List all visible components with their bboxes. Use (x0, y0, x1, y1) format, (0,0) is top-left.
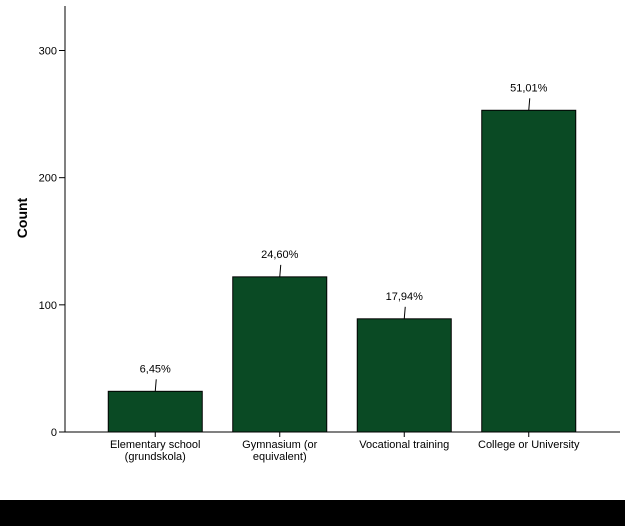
data-label: 6,45% (140, 363, 171, 375)
chart-bars (107, 109, 577, 433)
data-label-leader (154, 379, 157, 392)
x-category-label: Vocational training (359, 439, 449, 451)
bar (356, 318, 452, 433)
chart-labels: Elementary school (grundskola) 6,45% Gymnas… (110, 82, 580, 463)
bar (107, 390, 203, 433)
y-tick-label: 300 (39, 46, 57, 58)
data-label: 17,94% (386, 291, 424, 303)
x-category-label: Gymnasium (or equivalent) (242, 439, 318, 463)
data-label: 51,01% (510, 82, 548, 94)
x-category-label-line: Gymnasium (or (242, 439, 318, 451)
data-label-leader (403, 306, 406, 319)
bar-chart: 0 100 200 300 Elementary school (grundskola)… (14, 6, 620, 463)
data-label-leader (279, 264, 282, 277)
x-category-label-line: College or University (478, 439, 580, 451)
y-axis-label: Count (14, 197, 30, 238)
bar (232, 276, 328, 433)
x-category-label: College or University (478, 439, 580, 451)
x-category-label-line: (grundskola) (125, 451, 186, 463)
x-category-label-line: Vocational training (359, 439, 449, 451)
x-category-label-line: Elementary school (110, 439, 201, 451)
x-category-label: Elementary school (grundskola) (110, 439, 201, 463)
y-tick-label: 200 (39, 173, 57, 185)
y-tick-label: 0 (51, 427, 57, 439)
bar (481, 109, 577, 433)
x-category-label-line: equivalent) (253, 451, 307, 463)
y-tick-label: 100 (39, 300, 57, 312)
data-label: 24,60% (261, 249, 299, 261)
footer-band (0, 500, 625, 526)
data-label-leader (528, 98, 531, 111)
